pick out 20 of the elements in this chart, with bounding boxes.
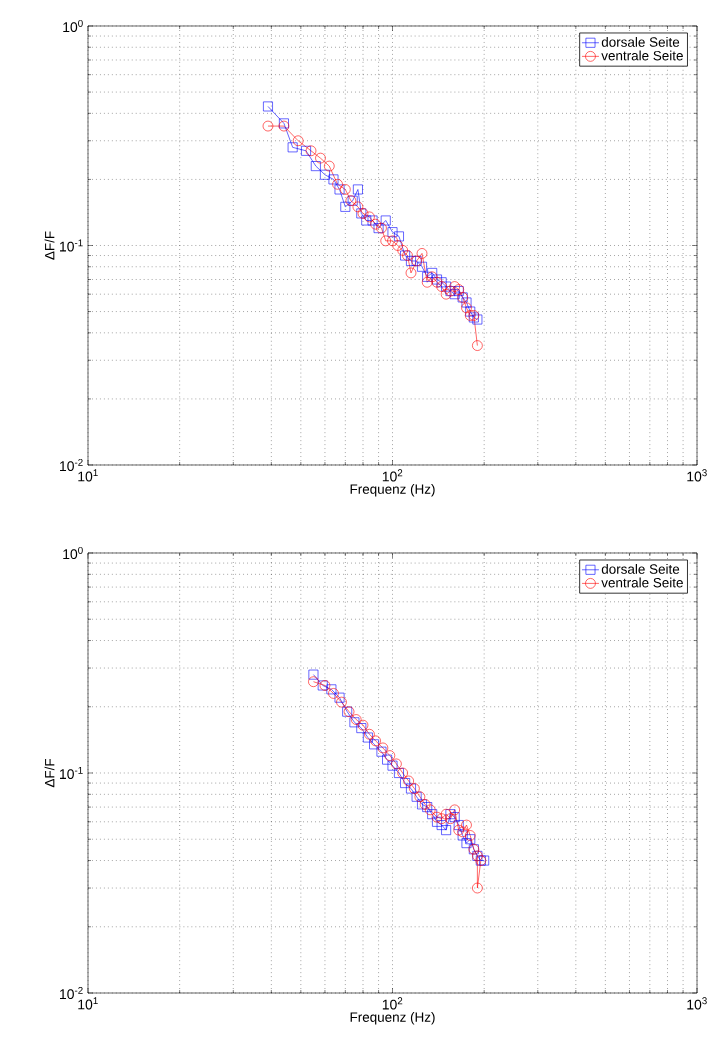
x-axis-title: Frequenz (Hz) xyxy=(350,1012,435,1025)
y-tick-label: 10$^{-1}$ xyxy=(60,766,83,780)
y-tick-label: 10$^{-1}$ xyxy=(60,239,83,252)
y-tick-label: 10$^{0}$ xyxy=(63,546,83,560)
x-tick-label: 10$^{2}$ xyxy=(382,469,403,482)
y-tick-label: 10$^{-2}$ xyxy=(60,458,83,472)
x-tick-label: 10$^{3}$ xyxy=(687,469,707,482)
x-axis-title: Frequenz (Hz) xyxy=(350,484,435,497)
y-axis-title: ΔF/F xyxy=(44,758,55,788)
y-tick-label: 10$^{0}$ xyxy=(63,19,83,33)
x-tick-label: 10$^{3}$ xyxy=(687,997,707,1010)
x-tick-label: 10$^{1}$ xyxy=(78,469,98,482)
y-axis-title: ΔF/F xyxy=(44,231,55,260)
legend-label: ventrale Seite xyxy=(601,50,683,61)
legend-label: dorsale Seite xyxy=(601,36,680,47)
y-tick-label: 10$^{-2}$ xyxy=(60,986,83,1000)
legend-label: dorsale Seite xyxy=(601,563,680,574)
legend-label: ventrale Seite xyxy=(601,577,683,588)
x-tick-label: 10$^{1}$ xyxy=(78,997,98,1010)
x-tick-label: 10$^{2}$ xyxy=(382,997,403,1010)
